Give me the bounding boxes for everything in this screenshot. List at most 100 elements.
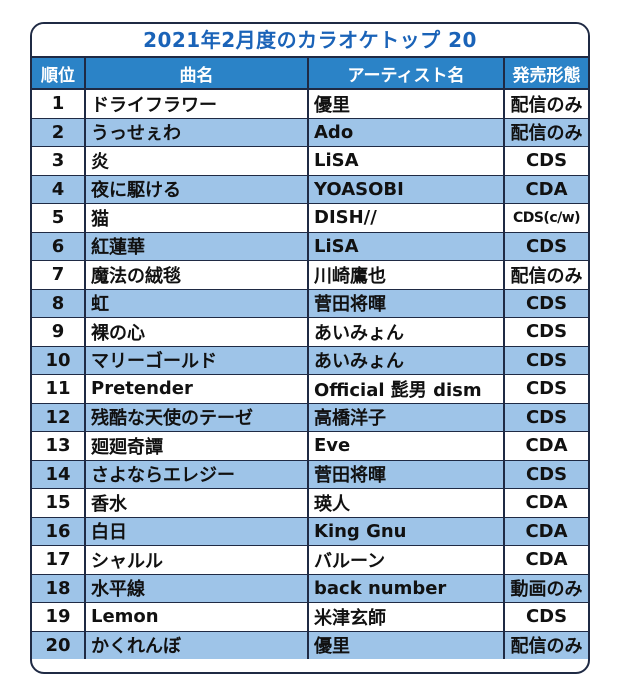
artist-name-cell: Ado (308, 118, 505, 147)
release-format-cell: CDS (504, 317, 588, 347)
header-format: 発売形態 (504, 58, 588, 90)
artist-name-cell: Eve (308, 431, 505, 461)
rank-cell: 20 (32, 631, 86, 659)
song-title-cell: 猫 (85, 203, 309, 233)
song-title-cell: 白日 (85, 517, 309, 546)
table-row: 7 魔法の絨毯 川崎鷹也 配信のみ (32, 260, 588, 290)
artist-name-cell: 高橋洋子 (308, 403, 505, 432)
artist-name-cell: 菅田将暉 (308, 289, 505, 318)
artist-name-cell: LiSA (308, 146, 505, 176)
header-rank: 順位 (32, 58, 86, 90)
table-row: 10 マリーゴールド あいみょん CDS (32, 346, 588, 375)
table-row: 13 廻廻奇譚 Eve CDA (32, 431, 588, 461)
release-format-cell: CDS (504, 374, 588, 404)
rank-cell: 13 (32, 431, 86, 461)
table-row: 5 猫 DISH//CDS(c/w) (32, 203, 588, 233)
rank-cell: 6 (32, 232, 86, 261)
song-title-cell: Pretender (85, 374, 309, 404)
table-row: 18 水平線 back number 動画のみ (32, 574, 588, 603)
karaoke-ranking-table: 順位 曲名 アーティスト名 発売形態 1 ドライフラワー 優里 配信のみ 2 うっせぇわ A… (32, 58, 588, 659)
song-title-cell: さよならエレジー (85, 460, 309, 489)
table-row: 1 ドライフラワー 優里 配信のみ (32, 89, 588, 119)
karaoke-ranking-table-frame: 2021年2月度のカラオケトップ 20 順位 曲名 アーティスト名 発売形態 1… (30, 22, 590, 674)
table-row: 17 シャルル バルーン CDA (32, 545, 588, 575)
song-title-cell: 紅蓮華 (85, 232, 309, 261)
table-row: 19 Lemon 米津玄師 CDS (32, 602, 588, 632)
table-row: 9 裸の心 あいみょん CDS (32, 317, 588, 347)
release-format-cell: CDA (504, 175, 588, 204)
table-row: 3 炎 LiSA CDS (32, 146, 588, 176)
table-row: 4 夜に駆ける YOASOBI CDA (32, 175, 588, 204)
release-format-cell: 配信のみ (504, 89, 588, 119)
song-title-cell: うっせぇわ (85, 118, 309, 147)
release-format-cell: 配信のみ (504, 631, 588, 659)
rank-cell: 17 (32, 545, 86, 575)
song-title-cell: 炎 (85, 146, 309, 176)
artist-name-cell: バルーン (308, 545, 505, 575)
song-title-cell: ドライフラワー (85, 89, 309, 119)
rank-cell: 1 (32, 89, 86, 119)
song-title-cell: 香水 (85, 488, 309, 518)
artist-name-cell: 優里 (308, 89, 505, 119)
release-format-cell: CDS(c/w) (504, 203, 588, 233)
table-row: 16 白日 King Gnu CDA (32, 517, 588, 546)
rank-cell: 14 (32, 460, 86, 489)
header-song: 曲名 (85, 58, 309, 90)
song-title-cell: 魔法の絨毯 (85, 260, 309, 290)
release-format-cell: CDS (504, 460, 588, 489)
song-title-cell: 水平線 (85, 574, 309, 603)
song-title-cell: かくれんぼ (85, 631, 309, 659)
artist-name-cell: Official 髭男 dism (308, 374, 505, 404)
rank-cell: 15 (32, 488, 86, 518)
rank-cell: 9 (32, 317, 86, 347)
rank-cell: 3 (32, 146, 86, 176)
song-title-cell: 夜に駆ける (85, 175, 309, 204)
header-artist: アーティスト名 (308, 58, 505, 90)
release-format-cell: CDA (504, 517, 588, 546)
rank-cell: 19 (32, 602, 86, 632)
release-format-cell: CDS (504, 403, 588, 432)
release-format-cell: CDA (504, 431, 588, 461)
release-format-cell: CDS (504, 146, 588, 176)
release-format-cell: CDS (504, 602, 588, 632)
rank-cell: 7 (32, 260, 86, 290)
table-row: 12 残酷な天使のテーゼ 高橋洋子 CDS (32, 403, 588, 432)
table-title: 2021年2月度のカラオケトップ 20 (32, 24, 588, 58)
release-format-cell: CDS (504, 289, 588, 318)
song-title-cell: 虹 (85, 289, 309, 318)
table-row: 14 さよならエレジー 菅田将暉 CDS (32, 460, 588, 489)
song-title-cell: 廻廻奇譚 (85, 431, 309, 461)
release-format-cell: 配信のみ (504, 118, 588, 147)
release-format-cell: 動画のみ (504, 574, 588, 603)
artist-name-cell: 菅田将暉 (308, 460, 505, 489)
table-row: 20 かくれんぼ 優里 配信のみ (32, 631, 588, 659)
song-title-cell: 裸の心 (85, 317, 309, 347)
header-row: 順位 曲名 アーティスト名 発売形態 (32, 58, 588, 90)
artist-name-cell: 瑛人 (308, 488, 505, 518)
song-title-cell: シャルル (85, 545, 309, 575)
artist-name-cell: back number (308, 574, 505, 603)
artist-name-cell: あいみょん (308, 317, 505, 347)
rank-cell: 16 (32, 517, 86, 546)
artist-name-cell: 米津玄師 (308, 602, 505, 632)
rank-cell: 8 (32, 289, 86, 318)
rank-cell: 10 (32, 346, 86, 375)
song-title-cell: 残酷な天使のテーゼ (85, 403, 309, 432)
rank-cell: 4 (32, 175, 86, 204)
rank-cell: 12 (32, 403, 86, 432)
rank-cell: 5 (32, 203, 86, 233)
song-title-cell: マリーゴールド (85, 346, 309, 375)
table-row: 15 香水 瑛人 CDA (32, 488, 588, 518)
rank-cell: 18 (32, 574, 86, 603)
table-row: 2 うっせぇわ Ado 配信のみ (32, 118, 588, 147)
artist-name-cell: LiSA (308, 232, 505, 261)
rank-cell: 2 (32, 118, 86, 147)
artist-name-cell: King Gnu (308, 517, 505, 546)
release-format-cell: CDA (504, 545, 588, 575)
release-format-cell: CDS (504, 232, 588, 261)
rank-cell: 11 (32, 374, 86, 404)
table-row: 8 虹菅田将暉 CDS (32, 289, 588, 318)
table-row: 6 紅蓮華 LiSA CDS (32, 232, 588, 261)
release-format-cell: CDS (504, 346, 588, 375)
artist-name-cell: 川崎鷹也 (308, 260, 505, 290)
